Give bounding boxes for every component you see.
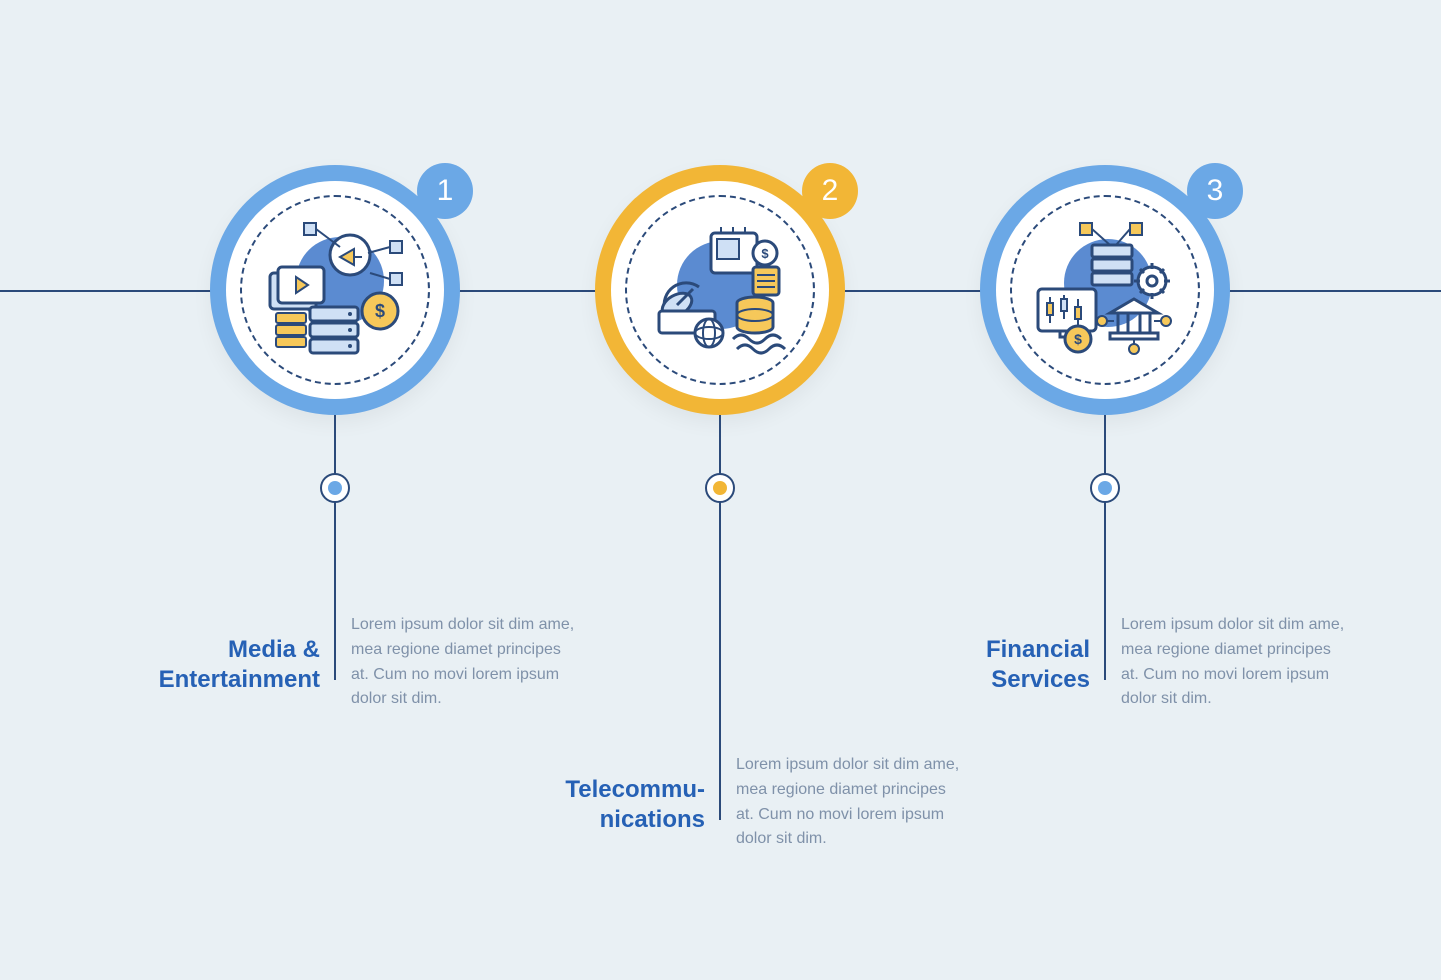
item-title: Media &Entertainment [145, 635, 320, 695]
infographic-canvas: $ 1 Media &Entertainment Lorem ipsum dolor… [0, 0, 1441, 980]
infographic-item: $ 1Media &EntertainmentLorem ipsum dolor… [145, 165, 525, 865]
infographic-item: $ [530, 165, 910, 865]
step-number-badge: 2 [802, 163, 858, 219]
connector-node [705, 473, 735, 503]
svg-text:$: $ [761, 246, 769, 261]
step-number-badge: 3 [1187, 163, 1243, 219]
connector-stem [334, 415, 336, 680]
item-icon: $ [1010, 195, 1200, 385]
step-number-badge: 1 [417, 163, 473, 219]
item-title: FinancialServices [915, 635, 1090, 695]
infographic-item: $ 3FinancialServicesLorem ipsum dolor si… [915, 165, 1295, 865]
item-icon: $ [625, 195, 815, 385]
connector-node [1090, 473, 1120, 503]
connector-node-dot [328, 481, 342, 495]
connector-stem [1104, 415, 1106, 680]
connector-node-dot [1098, 481, 1112, 495]
svg-text:$: $ [1074, 331, 1082, 347]
item-body: Lorem ipsum dolor sit dim ame, mea regio… [1121, 613, 1351, 712]
connector-node [320, 473, 350, 503]
connector-node-dot [713, 481, 727, 495]
item-icon: $ [240, 195, 430, 385]
svg-text:$: $ [375, 301, 385, 321]
item-title: Telecommu-nications [530, 775, 705, 835]
